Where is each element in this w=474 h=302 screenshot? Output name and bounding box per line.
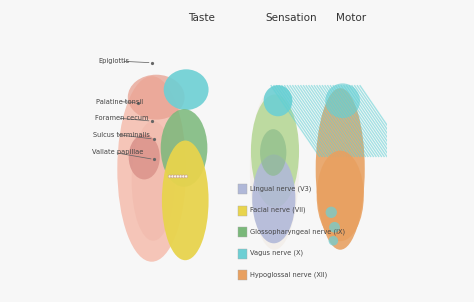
- FancyBboxPatch shape: [238, 206, 247, 216]
- Text: Taste: Taste: [188, 13, 215, 23]
- Circle shape: [176, 175, 179, 178]
- Ellipse shape: [250, 88, 299, 250]
- Text: Glossopharyngeal nerve (IX): Glossopharyngeal nerve (IX): [250, 228, 345, 235]
- Circle shape: [171, 175, 174, 178]
- Ellipse shape: [128, 135, 160, 179]
- Text: Lingual nerve (V3): Lingual nerve (V3): [250, 185, 311, 192]
- FancyBboxPatch shape: [238, 270, 247, 280]
- Text: Sulcus terminalis: Sulcus terminalis: [93, 132, 150, 137]
- Text: Hypoglossal nerve (XII): Hypoglossal nerve (XII): [250, 271, 327, 278]
- Circle shape: [179, 175, 182, 178]
- Ellipse shape: [260, 129, 286, 176]
- Circle shape: [328, 236, 338, 246]
- FancyBboxPatch shape: [238, 249, 247, 259]
- Text: Motor: Motor: [336, 13, 366, 23]
- Ellipse shape: [316, 88, 365, 250]
- Text: Vagus nerve (X): Vagus nerve (X): [250, 250, 303, 256]
- Ellipse shape: [164, 69, 209, 110]
- FancyBboxPatch shape: [238, 184, 247, 194]
- Circle shape: [182, 175, 185, 178]
- Circle shape: [326, 207, 337, 218]
- Ellipse shape: [325, 83, 360, 118]
- Ellipse shape: [128, 75, 185, 120]
- Ellipse shape: [251, 95, 299, 207]
- Text: Facial nerve (VII): Facial nerve (VII): [250, 207, 305, 213]
- Ellipse shape: [264, 85, 292, 116]
- Text: Palatine tonsil: Palatine tonsil: [96, 99, 144, 104]
- FancyBboxPatch shape: [238, 227, 247, 237]
- Circle shape: [168, 175, 171, 178]
- Ellipse shape: [317, 151, 364, 241]
- Ellipse shape: [161, 109, 208, 187]
- Ellipse shape: [117, 76, 186, 262]
- Text: Vallate papillae: Vallate papillae: [92, 149, 143, 156]
- Circle shape: [173, 175, 177, 178]
- Ellipse shape: [162, 140, 209, 260]
- Circle shape: [185, 175, 188, 178]
- Ellipse shape: [132, 121, 175, 241]
- Text: Sensation: Sensation: [265, 13, 317, 23]
- Ellipse shape: [252, 154, 295, 243]
- Text: Epiglottis: Epiglottis: [99, 58, 130, 64]
- Text: Foramen cecum: Foramen cecum: [95, 115, 148, 121]
- Circle shape: [329, 222, 340, 233]
